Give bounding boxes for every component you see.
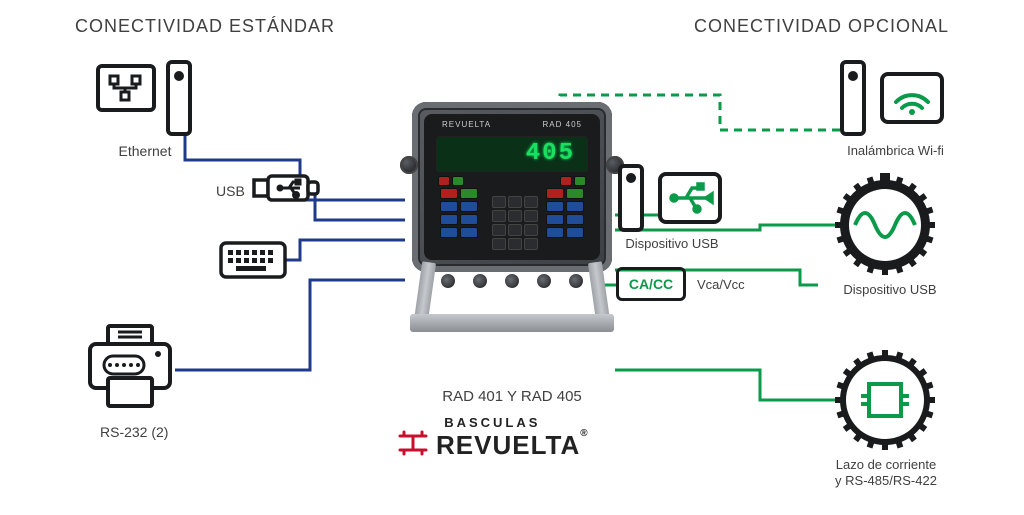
rad-device: REVUELTA RAD 405 405 <box>382 102 642 362</box>
ethernet-icon <box>90 58 200 138</box>
device-display: 405 <box>526 140 575 167</box>
ethernet-label: Ethernet <box>95 143 195 159</box>
header-standard: CONECTIVIDAD ESTÁNDAR <box>75 16 335 37</box>
wifi-label: Inalámbrica Wi-fi <box>838 143 953 158</box>
connectivity-diagram: CONECTIVIDAD ESTÁNDAR CONECTIVIDAD OPCIO… <box>0 0 1024 515</box>
logo-line1: BASCULAS <box>396 415 589 430</box>
device-model: RAD 405 <box>543 120 582 129</box>
header-optional: CONECTIVIDAD OPCIONAL <box>694 16 949 37</box>
keyboard-icon <box>218 240 288 280</box>
wifi-icon <box>834 58 954 138</box>
gear-loop-icon <box>830 345 940 455</box>
usb-device-label-1: Dispositivo USB <box>622 236 722 251</box>
gear-usb-icon <box>830 170 940 280</box>
printer-icon <box>80 320 180 420</box>
usb-stick-icon <box>252 170 322 206</box>
usb-device-icon <box>614 162 734 234</box>
logo-line2: REVUELTA <box>436 430 580 460</box>
device-title: RAD 401 Y RAD 405 <box>432 388 592 405</box>
gear-usb-label: Dispositivo USB <box>840 282 940 297</box>
logo-mark-icon <box>396 430 430 461</box>
usb-label: USB <box>216 183 245 199</box>
loop-label-1: Lazo de corriente <box>826 457 946 472</box>
brand-logo: BASCULAS REVUELTA® <box>396 415 589 461</box>
rs232-label: RS-232 (2) <box>100 424 168 440</box>
vcavcc-label: Vca/Vcc <box>697 277 745 292</box>
logo-reg: ® <box>580 428 588 439</box>
device-brand: REVUELTA <box>442 120 491 129</box>
cacc-text: CA/CC <box>629 276 673 292</box>
cacc-box: CA/CC <box>616 267 686 301</box>
loop-label-2: y RS-485/RS-422 <box>826 473 946 488</box>
